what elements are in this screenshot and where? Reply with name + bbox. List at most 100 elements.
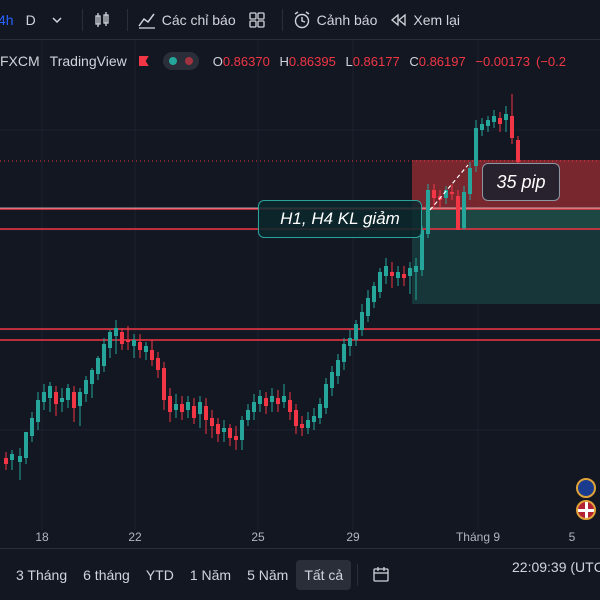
high-value: 0.86395 [288,53,336,69]
candle-body [162,368,166,400]
candle-body [276,398,280,404]
price-chart[interactable] [0,40,600,548]
candle-body [462,192,466,228]
candle-body [312,416,316,422]
candle-body [402,274,406,278]
candle-body [84,380,88,394]
range-6m-button[interactable]: 6 tháng [83,566,130,583]
alert-clock-icon [293,10,311,29]
templates-button[interactable] [242,0,278,40]
candle-body [288,400,292,412]
x-tick-label: 25 [251,530,265,544]
candle-body [408,268,412,276]
toolbar-divider [81,8,83,31]
candle-body [258,396,262,404]
toolbar-divider [126,8,128,31]
timeframe-label: 4h [0,11,14,28]
bottom-toolbar: 3 Tháng 6 tháng YTD 1 Năm 5 Năm Tất cả 2… [0,548,600,600]
trend-note-text: H1, H4 KL giảm [280,209,400,228]
close-value: 0.86197 [418,53,466,69]
candle-body [168,396,172,412]
replay-icon [389,11,407,29]
range-ytd-button[interactable]: YTD [145,566,174,583]
replay-label: Xem lại [413,11,461,28]
candle-body [102,344,106,366]
candle-body [480,124,484,130]
toolbar-divider [357,563,359,586]
candle-body [246,410,250,420]
candle-body [300,424,304,428]
candle-body [504,114,508,120]
candle-body [456,196,460,230]
candle-body [474,128,478,166]
range-all-button[interactable]: Tất cả [296,559,352,590]
candle-body [96,358,100,374]
candle-body [204,406,208,420]
range-1y-button[interactable]: 1 Năm [189,566,232,583]
timeframe-button[interactable]: 4h [0,0,20,40]
candle-body [150,350,154,360]
candle-body [132,340,136,346]
candle-body [420,230,424,270]
indicators-button[interactable]: Các chỉ báo [132,0,242,40]
market-status-pill[interactable] [162,52,199,70]
trend-note-callout[interactable]: H1, H4 KL giảm [258,200,422,238]
range-3m-button[interactable]: 3 Tháng [16,566,68,583]
candle-body [444,190,448,198]
chevron-down-icon [48,11,66,29]
candle-body [36,400,40,422]
change-value: −0.00173 [475,53,530,69]
range-5y-button[interactable]: 5 Năm [247,566,289,583]
close-key: C [409,53,419,69]
candles-icon [93,11,111,29]
trend-line [429,164,469,211]
candle-body [432,190,436,198]
candle-body [516,140,520,162]
candle-body [330,372,334,388]
candles-button[interactable] [87,0,123,40]
candle-body [342,344,346,362]
candle-body [66,388,70,400]
candle-body [10,454,14,460]
uk-flag-icon[interactable] [576,500,596,520]
candle-body [318,404,322,418]
eu-flag-icon[interactable] [576,478,596,498]
candle-body [270,396,274,402]
candle-body [108,332,112,348]
candle-body [72,392,76,408]
change-percent: (−0.2 [535,53,566,69]
candle-body [48,386,52,398]
x-tick-label: 5 [568,530,576,544]
candle-body [426,190,430,234]
candle-body [180,404,184,412]
alerts-button[interactable]: Cảnh báo [287,0,384,40]
candle-body [360,312,364,330]
compare-icon [372,566,390,584]
time-axis[interactable]: 18 22 25 29 Tháng 9 5 [0,530,600,548]
candle-body [510,116,514,138]
indicators-icon [138,11,156,29]
chart-type-dropdown[interactable]: D [20,0,78,40]
utc-clock[interactable]: 22:09:39 (UTC [512,559,600,575]
candle-body [396,272,400,278]
compare-button[interactable] [364,560,404,590]
candle-body [18,456,22,462]
candle-body [498,118,502,124]
candle-body [324,384,328,408]
replay-button[interactable]: Xem lại [383,0,466,40]
pip-note-callout[interactable]: 35 pip [482,163,560,201]
candle-body [210,418,214,426]
candle-body [156,358,160,370]
candle-body [252,402,256,412]
open-key: O [212,53,223,69]
candle-body [198,402,202,414]
candle-body [60,398,64,402]
candle-body [378,272,382,292]
chart-canvas[interactable] [0,40,600,548]
symbol-label[interactable]: FXCM [0,53,40,69]
top-toolbar: 4h D Các chỉ báo Cảnh báo Xem lại [0,0,600,40]
x-tick-label: Tháng 9 [455,530,501,544]
candle-body [138,342,142,350]
flag-icon[interactable] [138,56,149,66]
candle-body [492,116,496,122]
